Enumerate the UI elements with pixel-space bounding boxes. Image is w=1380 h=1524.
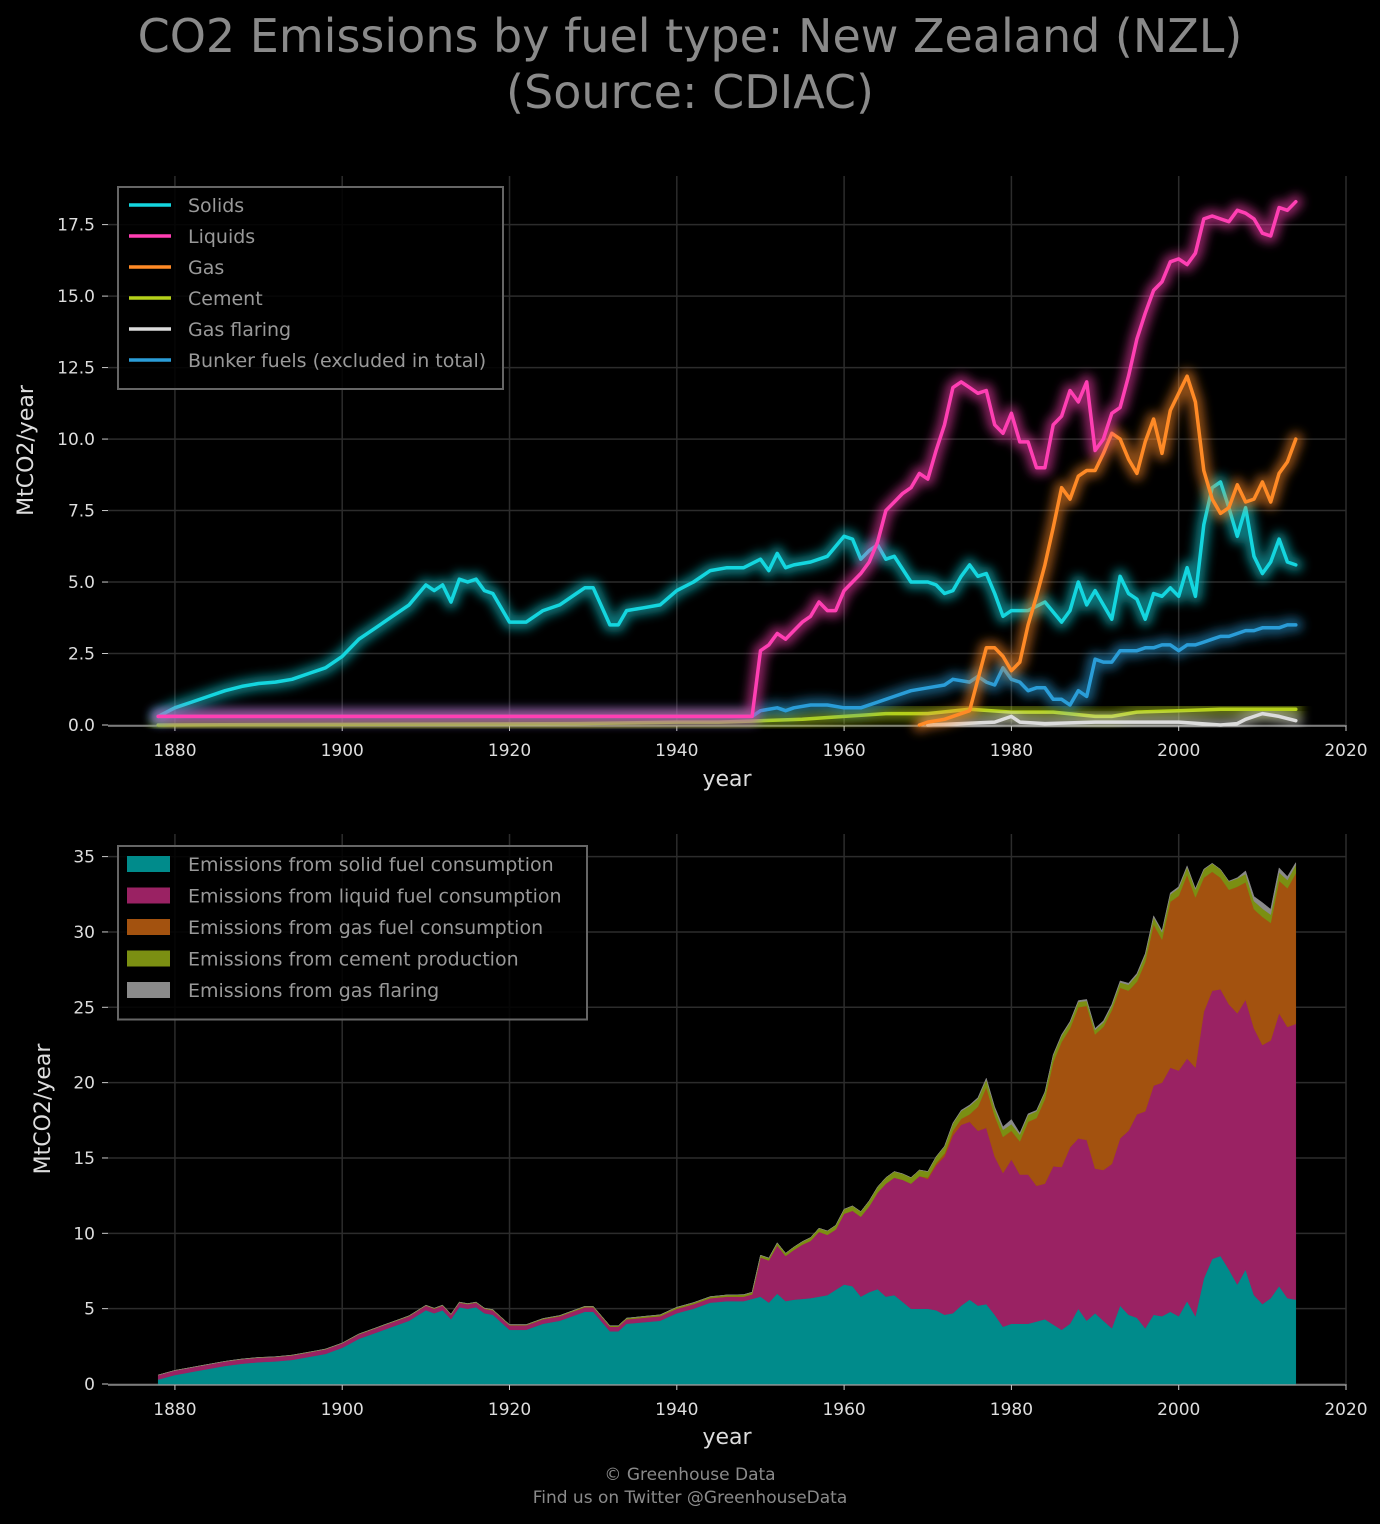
top-chart-line-gas-flaring: [926, 711, 1298, 727]
top-chart-y-tick-label: 0.0: [68, 716, 95, 736]
top-chart-legend: Solids Liquids Gas Cement Gas flaring Bunker …: [117, 186, 504, 390]
bottom-chart-y-tick-label: 25: [73, 998, 95, 1018]
bottom-chart-y-tick-label: 35: [73, 848, 95, 868]
top-chart-line-bunker-fuels-excluded-in-total: [156, 623, 1298, 719]
bottom-chart-legend: Emissions from solid fuel consumption Emi…: [117, 845, 588, 1021]
bottom-chart-legend-swatch-emissions-from-gas-fuel-consumption: [127, 919, 170, 935]
bottom-chart-legend-swatch-emissions-from-solid-fuel-consumption: [127, 856, 170, 872]
top-chart-series-gas-flaring: [920, 706, 1303, 732]
chart-title: CO2 Emissions by fuel type: New Zealand …: [0, 8, 1380, 120]
top-chart-legend-label-gas-flaring: Gas flaring: [188, 319, 291, 341]
bottom-chart-y-tick-label: 15: [73, 1149, 95, 1169]
top-chart-y-tick-label: 7.5: [68, 502, 95, 522]
bottom-chart-legend-label-emissions-from-solid-fuel-consumption: Emissions from solid fuel consumption: [188, 854, 554, 876]
footer-copyright: © Greenhouse Data: [604, 1465, 776, 1485]
top-chart-x-tick-label: 2020: [1324, 741, 1367, 761]
top-chart-line-liquids: [156, 199, 1298, 719]
top-chart-glow-solids: [151, 475, 1303, 724]
bottom-chart-y-axis-label: MtCO2/year: [31, 1043, 56, 1175]
top-chart-series-gas: [912, 369, 1303, 732]
top-chart-x-tick-label: 1980: [990, 741, 1033, 761]
top-chart-y-tick-label: 10.0: [57, 430, 95, 450]
top-chart-y-tick-label: 2.5: [68, 645, 95, 665]
top-chart-x-tick-label: 1940: [655, 741, 698, 761]
bottom-chart-x-tick-label: 1920: [488, 1400, 531, 1420]
bottom-chart-x-tick-label: 1940: [655, 1400, 698, 1420]
top-chart-legend-label-bunker-fuels-excluded-in-total: Bunker fuels (excluded in total): [188, 350, 486, 372]
top-chart-y-tick-label: 15.0: [57, 287, 95, 307]
bottom-chart-y-tick-label: 20: [73, 1074, 95, 1094]
bottom-chart-x-tick-label: 2000: [1157, 1400, 1200, 1420]
top-chart-x-tick-label: 1880: [153, 741, 196, 761]
bottom-chart-x-tick-label: 2020: [1324, 1400, 1367, 1420]
top-chart-legend-label-cement: Cement: [188, 288, 263, 310]
top-chart-series-liquids: [151, 194, 1303, 724]
top-chart-x-axis-label: year: [702, 767, 752, 792]
top-chart-y-axis-label: MtCO2/year: [14, 384, 39, 516]
bottom-chart-x-tick-label: 1900: [321, 1400, 364, 1420]
bottom-chart-legend-swatch-emissions-from-liquid-fuel-consumption: [127, 887, 170, 904]
top-chart-series-solids: [151, 475, 1303, 724]
top-chart-x-tick-label: 1920: [488, 741, 531, 761]
top-chart-x-tick-label: 1960: [822, 741, 865, 761]
chart-title-line1: CO2 Emissions by fuel type: New Zealand …: [137, 9, 1243, 63]
top-chart-x-tick-label: 1900: [321, 741, 364, 761]
bottom-chart-y-tick-label: 0: [84, 1375, 95, 1395]
chart-title-line2: (Source: CDIAC): [506, 65, 874, 119]
bottom-chart-x-tick-label: 1880: [153, 1400, 196, 1420]
top-chart-y-tick-label: 12.5: [57, 359, 95, 379]
top-chart-y-tick-label: 17.5: [57, 216, 95, 236]
bottom-chart-legend-label-emissions-from-cement-production: Emissions from cement production: [188, 949, 519, 971]
top-chart-series-bunker-fuels-excluded-in-total: [151, 617, 1303, 724]
bottom-chart-y-tick-label: 30: [73, 923, 95, 943]
top-chart-legend-label-gas: Gas: [188, 257, 224, 279]
footer: © Greenhouse Data Find us on Twitter @Gr…: [0, 1464, 1380, 1510]
top-chart-y-tick-label: 5.0: [68, 573, 95, 593]
bottom-chart-x-tick-label: 1960: [822, 1400, 865, 1420]
top-chart-legend-label-liquids: Liquids: [188, 226, 255, 248]
top-chart-line-gas: [917, 374, 1298, 727]
bottom-chart-legend-label-emissions-from-gas-flaring: Emissions from gas flaring: [188, 980, 439, 1002]
footer-twitter: Find us on Twitter @GreenhouseData: [532, 1488, 848, 1508]
bottom-chart-x-tick-label: 1980: [990, 1400, 1033, 1420]
bottom-chart-area-emissions-from-gas-flaring: [158, 861, 1297, 1376]
top-chart-legend-label-solids: Solids: [188, 195, 244, 217]
bottom-chart-legend-label-emissions-from-liquid-fuel-consumption: Emissions from liquid fuel consumption: [188, 886, 562, 908]
bottom-chart-legend-swatch-emissions-from-gas-flaring: [127, 982, 170, 998]
bottom-chart-x-axis-label: year: [702, 1425, 752, 1450]
top-chart-legend-box: [117, 186, 504, 390]
bottom-chart-y-tick-label: 10: [73, 1224, 95, 1244]
top-chart-axes: 1880 1900 1920 1940 1960 1980 2000 2020 0.0 2.5 5.…: [14, 176, 1368, 792]
top-chart-line-solids: [156, 480, 1298, 719]
bottom-chart-legend-swatch-emissions-from-cement-production: [127, 950, 170, 967]
bottom-chart-legend-box: [117, 845, 588, 1021]
bottom-chart-legend-label-emissions-from-gas-fuel-consumption: Emissions from gas fuel consumption: [188, 917, 543, 939]
bottom-chart-y-tick-label: 5: [84, 1300, 95, 1320]
top-chart-x-tick-label: 2000: [1157, 741, 1200, 761]
